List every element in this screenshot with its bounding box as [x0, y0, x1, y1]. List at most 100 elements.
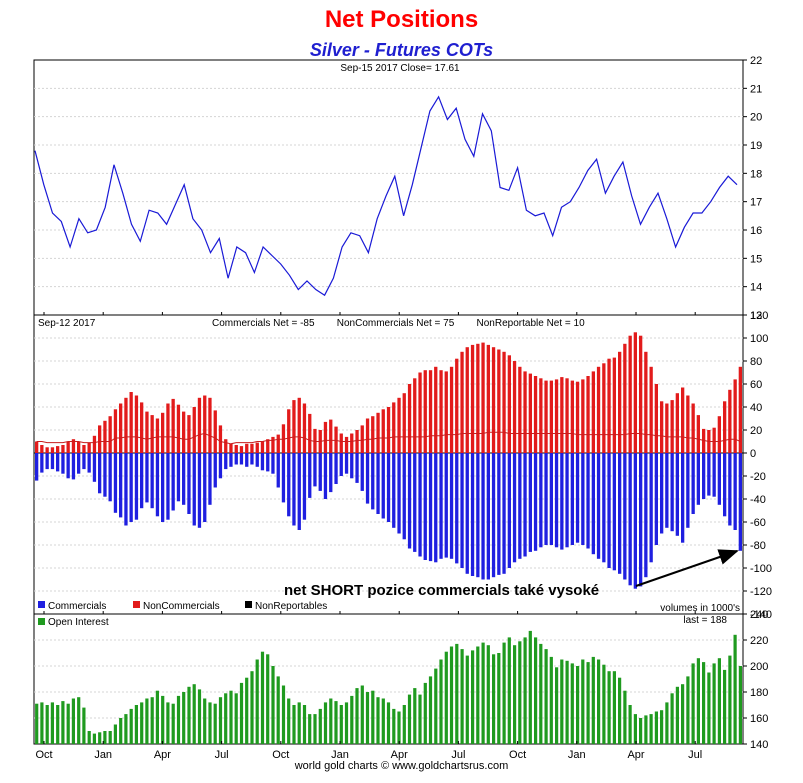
open-interest-bar: [717, 658, 721, 744]
open-interest-bar: [166, 702, 170, 744]
open-interest-bar: [549, 656, 553, 744]
open-interest-bar: [733, 634, 737, 744]
commercials-bar: [113, 453, 118, 513]
price-ytick-label: 15: [750, 253, 762, 265]
x-tick-label: Jan: [568, 749, 586, 761]
commercials-bar: [140, 453, 144, 509]
commercials-bar: [66, 453, 70, 479]
noncommercials-bar: [581, 379, 585, 453]
open-interest-bar: [150, 697, 154, 744]
commercials-bar: [418, 453, 422, 557]
price-ytick-label: 20: [750, 112, 762, 124]
open-interest-bar: [71, 698, 75, 744]
commercials-bar: [124, 453, 128, 526]
open-interest-bar: [665, 702, 669, 744]
noncommercials-bar: [670, 400, 674, 453]
open-interest-bar: [266, 654, 270, 744]
open-interest-bar: [329, 698, 333, 744]
noncommercials-bar: [124, 397, 128, 453]
noncommercials-bar: [344, 436, 349, 453]
commercials-bar: [77, 453, 81, 474]
open-interest-bar: [171, 703, 175, 744]
noncommercials-bar: [260, 441, 265, 453]
commercials-bar: [665, 453, 669, 528]
open-interest-bar: [140, 702, 144, 744]
commercials-bar: [691, 453, 695, 514]
noncommercials-bar: [66, 441, 70, 453]
net-ytick-label: -80: [750, 540, 766, 552]
open-interest-bar: [686, 676, 690, 744]
open-interest-bar: [87, 731, 91, 744]
noncommercials-bar: [618, 351, 622, 453]
commercials-bar: [108, 453, 112, 502]
net-ytick-label: 40: [750, 402, 762, 414]
commercials-bar: [71, 453, 76, 480]
net-ytick-label: -60: [750, 517, 766, 529]
commercials-bar: [119, 453, 123, 518]
noncommercials-bar: [197, 397, 202, 453]
open-interest-bar: [271, 666, 275, 744]
commercials-bar: [434, 453, 438, 563]
commercials-bar: [670, 453, 674, 532]
noncommercials-bar: [77, 441, 81, 453]
commercials-bar: [350, 453, 354, 479]
open-interest-bar: [513, 645, 517, 744]
noncommercials-bar: [554, 379, 559, 453]
open-interest-bar: [639, 718, 643, 744]
noncommercials-bar: [712, 427, 716, 453]
commercials-bar: [455, 453, 459, 564]
open-interest-bar: [502, 642, 506, 744]
commercials-bar: [738, 453, 742, 551]
noncommercials-bar: [449, 366, 454, 454]
commercials-bar: [224, 453, 228, 470]
commercials-bar: [607, 453, 611, 568]
noncommercials-bar: [455, 358, 459, 453]
noncommercials-bar: [302, 403, 307, 453]
noncommercials-bar: [323, 421, 328, 453]
noncommercials-bar: [681, 387, 685, 453]
price-line: [34, 95, 738, 297]
commercials-bar: [581, 453, 585, 545]
commercials-bar: [523, 453, 527, 557]
commercials-bar: [560, 453, 564, 550]
commercials-bar: [250, 453, 254, 465]
commercials-bar: [686, 453, 690, 528]
open-interest-bar: [481, 642, 485, 744]
commercials-bar: [208, 453, 212, 505]
noncommercials-bar: [192, 407, 196, 453]
commercials-bar: [633, 453, 637, 589]
open-interest-panel: 140 160 180 200 220 240 Open Interest last = …: [33, 609, 768, 751]
noncommercials-bar: [728, 389, 732, 454]
x-tick-label: Jan: [94, 749, 112, 761]
noncommercials-bar: [502, 351, 506, 453]
commercials-bar: [586, 453, 590, 549]
open-interest-bar: [376, 697, 380, 744]
open-interest-bar: [670, 693, 674, 744]
noncommercials-bar: [355, 430, 359, 453]
noncommercials-bar: [182, 411, 186, 453]
commercials-bar: [176, 453, 181, 502]
noncommercials-bar: [386, 407, 391, 453]
open-interest-bar: [618, 677, 622, 744]
commercials-bar: [512, 453, 517, 563]
open-interest-bar: [612, 671, 616, 744]
commercials-bar: [728, 453, 732, 526]
commercials-bar: [497, 453, 501, 575]
noncommercials-bar: [402, 393, 406, 453]
noncommercials-bar: [129, 392, 133, 453]
noncommercials-bar: [539, 378, 543, 454]
open-interest-bar: [565, 660, 569, 744]
open-interest-bar: [486, 645, 490, 744]
open-interest-bar: [176, 695, 181, 744]
noncommercials-bar: [371, 416, 375, 453]
commercials-bar: [444, 453, 448, 558]
open-interest-bar: [313, 714, 317, 744]
open-interest-bar: [681, 684, 685, 744]
open-interest-bar: [476, 646, 480, 744]
open-interest-bar: [691, 663, 695, 744]
open-interest-bar: [145, 698, 149, 744]
commercials-bar: [245, 453, 249, 467]
open-interest-bar: [276, 676, 280, 744]
price-header: Sep-15 2017 Close= 17.61: [340, 63, 460, 74]
open-interest-bar: [281, 685, 286, 744]
